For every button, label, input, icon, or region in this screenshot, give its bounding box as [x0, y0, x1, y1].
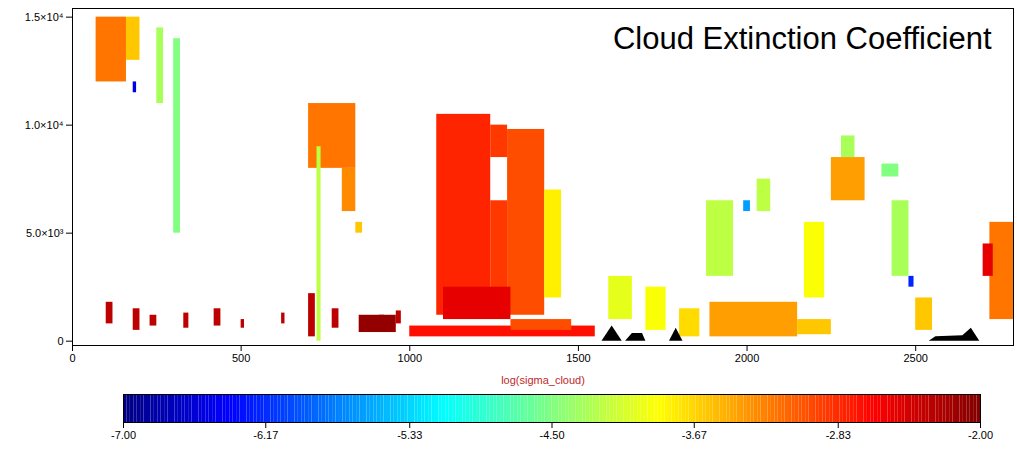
- svg-text:log(sigma_cloud): log(sigma_cloud): [501, 374, 585, 386]
- svg-text:500: 500: [232, 352, 250, 364]
- svg-text:0: 0: [57, 335, 63, 347]
- svg-text:-2.00: -2.00: [968, 429, 993, 441]
- svg-text:1.5×10⁴: 1.5×10⁴: [25, 11, 64, 23]
- svg-text:-4.50: -4.50: [539, 429, 564, 441]
- svg-text:1500: 1500: [566, 352, 590, 364]
- svg-text:1000: 1000: [398, 352, 422, 364]
- svg-text:-2.83: -2.83: [826, 429, 851, 441]
- svg-text:-3.67: -3.67: [682, 429, 707, 441]
- svg-text:2000: 2000: [735, 352, 759, 364]
- svg-text:2500: 2500: [903, 352, 927, 364]
- svg-text:0: 0: [69, 352, 75, 364]
- svg-text:-6.17: -6.17: [253, 429, 278, 441]
- svg-text:Cloud Extinction Coefficient: Cloud Extinction Coefficient: [613, 21, 992, 56]
- svg-text:-5.33: -5.33: [397, 429, 422, 441]
- svg-text:1.0×10⁴: 1.0×10⁴: [25, 119, 64, 131]
- svg-text:5.0×10³: 5.0×10³: [26, 227, 64, 239]
- svg-text:-7.00: -7.00: [111, 429, 136, 441]
